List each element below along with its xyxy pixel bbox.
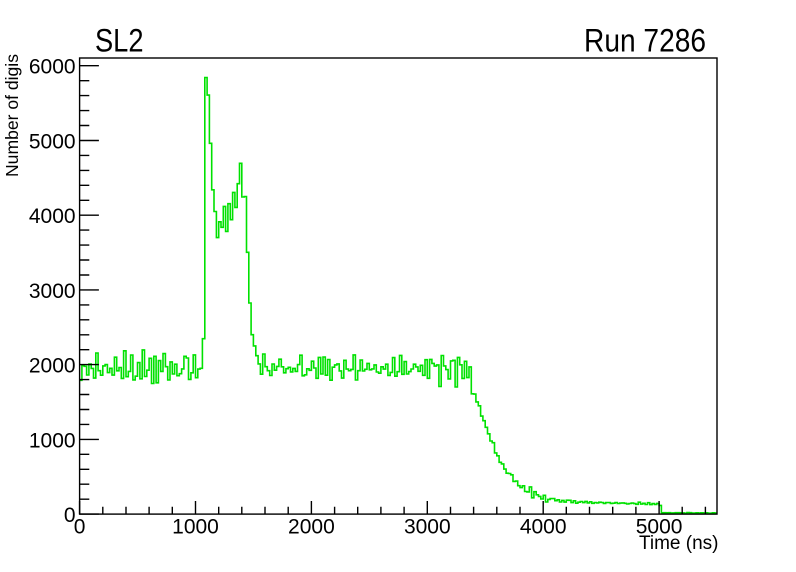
svg-text:2000: 2000 (29, 355, 76, 378)
svg-text:0: 0 (64, 504, 76, 527)
svg-text:4000: 4000 (520, 516, 567, 539)
svg-text:5000: 5000 (636, 516, 683, 539)
svg-text:2000: 2000 (288, 516, 335, 539)
svg-text:6000: 6000 (29, 56, 76, 79)
svg-text:0: 0 (74, 516, 86, 539)
svg-text:Time (ns): Time (ns) (639, 533, 719, 554)
svg-text:SL2: SL2 (95, 23, 144, 59)
svg-text:5000: 5000 (29, 130, 76, 153)
svg-text:Run 7286: Run 7286 (584, 23, 706, 59)
svg-text:3000: 3000 (29, 280, 76, 303)
svg-text:1000: 1000 (29, 429, 76, 452)
svg-text:4000: 4000 (29, 205, 76, 228)
svg-text:1000: 1000 (172, 516, 219, 539)
svg-text:Number of digis: Number of digis (2, 54, 22, 177)
svg-text:3000: 3000 (404, 516, 451, 539)
